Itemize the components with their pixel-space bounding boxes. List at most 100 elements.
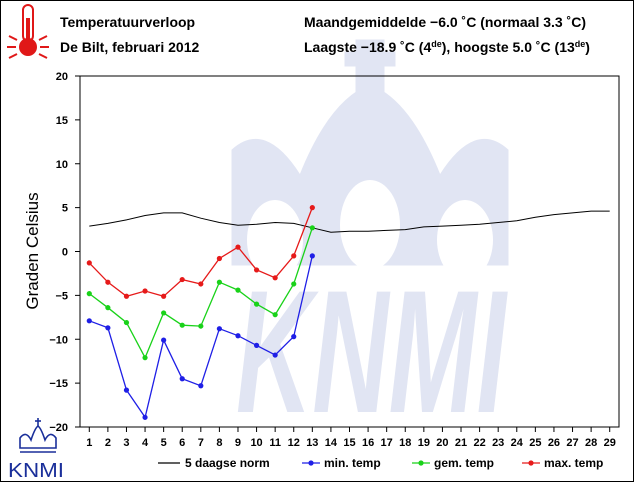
data-point-min <box>235 333 241 339</box>
data-point-gem <box>179 322 185 328</box>
crown-watermark-icon <box>231 39 509 280</box>
monthly-average: Maandgemiddelde −6.0 ˚C (normaal 3.3 ˚C) <box>304 14 586 30</box>
y-axis-label: Graden Celsius <box>23 192 42 309</box>
data-point-max <box>142 288 148 294</box>
x-tick-label: 17 <box>381 437 393 449</box>
x-tick-label: 5 <box>161 437 167 449</box>
data-point-max <box>161 293 167 299</box>
data-point-max <box>179 276 185 283</box>
legend-marker-gem <box>418 460 424 466</box>
legend-label-max: max. temp <box>544 456 603 470</box>
data-point-gem <box>216 279 222 285</box>
x-tick-label: 13 <box>306 437 318 449</box>
x-tick-label: 15 <box>343 437 355 449</box>
data-point-gem <box>272 312 278 318</box>
data-point-min <box>216 326 222 332</box>
knmi-watermark: KNMI <box>231 39 509 450</box>
data-point-gem <box>86 291 92 297</box>
x-tick-label: 16 <box>362 437 374 449</box>
x-tick-label: 28 <box>585 437 597 449</box>
series-line-norm <box>89 210 610 233</box>
data-point-gem <box>198 323 204 329</box>
data-point-max <box>291 253 297 259</box>
data-point-gem <box>123 319 130 326</box>
x-tick-label: 11 <box>269 437 281 449</box>
thermometer-icon <box>7 4 49 59</box>
y-tick-label: 5 <box>62 203 68 215</box>
data-point-min <box>123 387 130 393</box>
x-tick-label: 14 <box>325 437 338 449</box>
x-tick-label: 19 <box>418 437 430 449</box>
y-tick-label: 15 <box>56 115 68 127</box>
x-tick-label: 2 <box>105 437 111 449</box>
series-layer <box>86 205 610 420</box>
legend: 5 daagse norm min. temp gem. temp max. temp <box>158 456 603 470</box>
x-tick-label: 20 <box>436 437 448 449</box>
y-tick-label: 10 <box>56 159 68 171</box>
legend-label-min: min. temp <box>324 456 381 470</box>
data-point-max <box>235 244 241 250</box>
knmi-logo: KNMI <box>8 418 64 482</box>
crown-icon <box>19 418 57 453</box>
data-point-gem <box>309 225 315 231</box>
data-point-min <box>105 325 111 331</box>
x-tick-label: 8 <box>216 437 222 449</box>
data-point-max <box>253 267 260 273</box>
data-point-gem <box>161 310 167 316</box>
knmi-watermark-text: KNMI <box>236 255 508 450</box>
y-tick-label: −15 <box>49 378 68 390</box>
knmi-logo-text: KNMI <box>8 460 64 482</box>
x-tick-label: 29 <box>604 437 616 449</box>
y-tick-label: 20 <box>56 71 68 83</box>
extremes-text: Laagste −18.9 ˚C (4de), hoogste 5.0 ˚C (… <box>304 39 590 55</box>
data-point-min <box>272 352 278 358</box>
x-tick-label: 25 <box>529 437 541 449</box>
data-point-max <box>272 275 278 281</box>
data-point-gem <box>253 301 260 307</box>
x-tick-label: 21 <box>455 437 467 449</box>
data-point-min <box>179 376 185 382</box>
x-tick-label: 1 <box>86 437 92 449</box>
x-tick-label: 26 <box>548 437 560 449</box>
x-tick-label: 18 <box>399 437 411 449</box>
x-tick-label: 10 <box>250 437 262 449</box>
data-point-max <box>123 293 130 299</box>
y-tick-label: −20 <box>49 422 68 434</box>
y-axis: 20 15 10 5 0 −5 −10 −15 −20 <box>49 71 80 434</box>
x-tick-label: 22 <box>473 437 485 449</box>
x-tick-label: 9 <box>235 437 241 449</box>
x-tick-label: 7 <box>198 437 204 449</box>
data-point-max <box>105 279 111 285</box>
data-point-max <box>86 260 92 266</box>
chart-subtitle: De Bilt, februari 2012 <box>60 39 199 55</box>
data-point-min <box>161 337 167 343</box>
data-point-max <box>198 281 204 287</box>
data-point-gem <box>291 281 297 287</box>
data-point-gem <box>142 355 148 361</box>
y-tick-label: −10 <box>49 334 68 346</box>
x-tick-label: 6 <box>179 437 185 449</box>
data-point-max <box>309 205 315 211</box>
y-tick-label: −5 <box>55 290 68 302</box>
data-point-gem <box>235 287 241 293</box>
data-point-min <box>253 342 260 348</box>
data-point-gem <box>105 305 111 311</box>
legend-marker-min <box>308 460 314 466</box>
chart-title: Temperatuurverloop <box>60 14 195 30</box>
legend-label-gem: gem. temp <box>434 456 494 470</box>
legend-label-norm: 5 daagse norm <box>185 456 270 470</box>
data-point-min <box>86 318 92 324</box>
x-tick-label: 24 <box>511 437 524 449</box>
legend-marker-max <box>528 460 534 466</box>
y-tick-label: 0 <box>62 247 68 259</box>
data-point-min <box>291 334 297 340</box>
x-tick-label: 27 <box>566 437 578 449</box>
data-point-max <box>216 255 222 262</box>
x-tick-label: 23 <box>492 437 504 449</box>
x-tick-label: 12 <box>288 437 300 449</box>
data-point-min <box>142 414 148 420</box>
data-point-min <box>198 383 204 389</box>
x-tick-label: 4 <box>142 437 149 449</box>
